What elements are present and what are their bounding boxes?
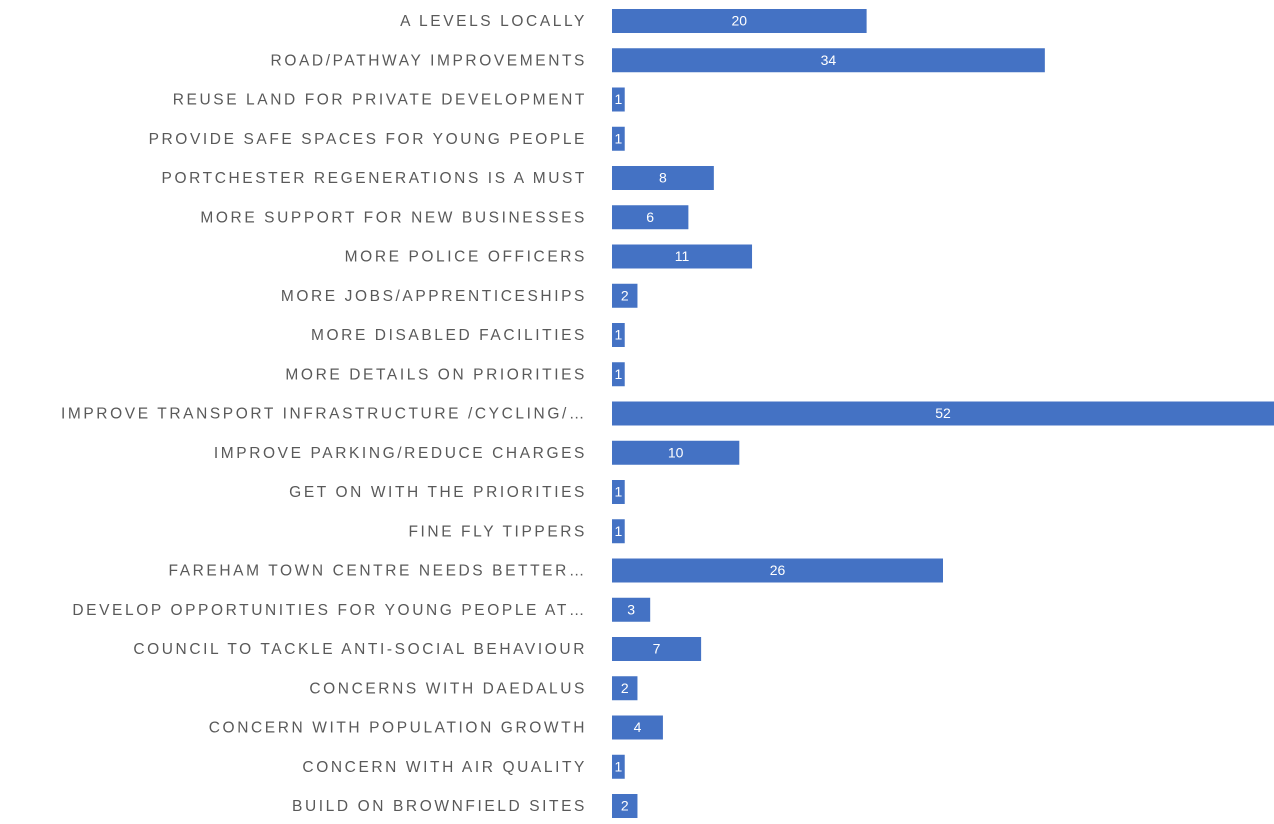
data-label: 52	[935, 405, 951, 421]
data-label: 1	[614, 758, 622, 774]
bar	[612, 637, 702, 661]
data-label: 1	[614, 366, 622, 382]
data-label: 2	[621, 798, 629, 814]
bar	[612, 9, 867, 33]
data-label: 1	[614, 327, 622, 343]
bar	[612, 519, 625, 544]
bar	[612, 283, 638, 308]
data-label: 7	[653, 641, 661, 657]
bar	[612, 362, 625, 387]
bar	[612, 401, 1274, 426]
category-label: REUSE LAND FOR PRIVATE DEVELOPMENT	[173, 92, 587, 109]
bar	[612, 480, 625, 504]
category-label: PORTCHESTER REGENERATIONS IS A MUST	[162, 170, 587, 187]
bar	[612, 440, 740, 465]
category-label: BUILD ON BROWNFIELD SITES	[292, 798, 587, 815]
data-label: 11	[675, 248, 690, 264]
category-label: MORE SUPPORT FOR NEW BUSINESSES	[200, 209, 587, 226]
category-label: MORE POLICE OFFICERS	[345, 249, 587, 266]
bar	[612, 166, 714, 190]
data-label: 34	[821, 52, 837, 68]
category-label: GET ON WITH THE PRIORITIES	[289, 484, 587, 501]
category-label: MORE JOBS/APPRENTICESHIPS	[281, 288, 587, 305]
category-label: MORE DISABLED FACILITIES	[311, 327, 587, 344]
bar	[612, 244, 753, 269]
bar	[612, 597, 651, 622]
category-label: COUNCIL TO TACKLE ANTI-SOCIAL BEHAVIOUR	[133, 641, 587, 658]
data-label: 2	[621, 680, 629, 696]
category-label: FAREHAM TOWN CENTRE NEEDS BETTER…	[168, 563, 587, 580]
data-label: 26	[770, 562, 786, 578]
category-label: ROAD/PATHWAY IMPROVEMENTS	[271, 52, 587, 69]
data-label: 2	[621, 287, 629, 303]
bar	[612, 676, 638, 701]
bar	[612, 126, 625, 151]
category-label: A LEVELS LOCALLY	[400, 13, 587, 30]
data-label: 3	[627, 601, 635, 617]
data-label: 1	[614, 523, 622, 539]
category-label: CONCERN WITH AIR QUALITY	[302, 759, 587, 776]
bar	[612, 48, 1045, 73]
bar	[612, 205, 689, 230]
category-label: IMPROVE PARKING/REDUCE CHARGES	[214, 445, 587, 462]
data-label: 4	[634, 719, 642, 735]
category-label: IMPROVE TRANSPORT INFRASTRUCTURE /CYCLIN…	[61, 406, 587, 423]
data-label: 10	[668, 444, 684, 460]
bar	[612, 558, 943, 583]
bar	[612, 794, 638, 818]
category-label: PROVIDE SAFE SPACES FOR YOUNG PEOPLE	[149, 131, 587, 148]
bar	[612, 87, 625, 112]
data-label: 1	[614, 484, 622, 500]
data-label: 1	[614, 130, 622, 146]
category-label: DEVELOP OPPORTUNITIES FOR YOUNG PEOPLE A…	[72, 602, 587, 619]
data-label: 8	[659, 170, 667, 186]
category-label: CONCERN WITH POPULATION GROWTH	[209, 720, 587, 737]
data-label: 6	[646, 209, 654, 225]
category-label: CONCERNS WITH DAEDALUS	[309, 680, 587, 697]
bar	[612, 754, 625, 779]
category-label: MORE DETAILS ON PRIORITIES	[285, 366, 587, 383]
data-label: 1	[614, 91, 622, 107]
category-label: FINE FLY TIPPERS	[408, 523, 587, 540]
bar	[612, 715, 663, 740]
bar	[612, 323, 625, 347]
data-label: 20	[732, 13, 748, 29]
